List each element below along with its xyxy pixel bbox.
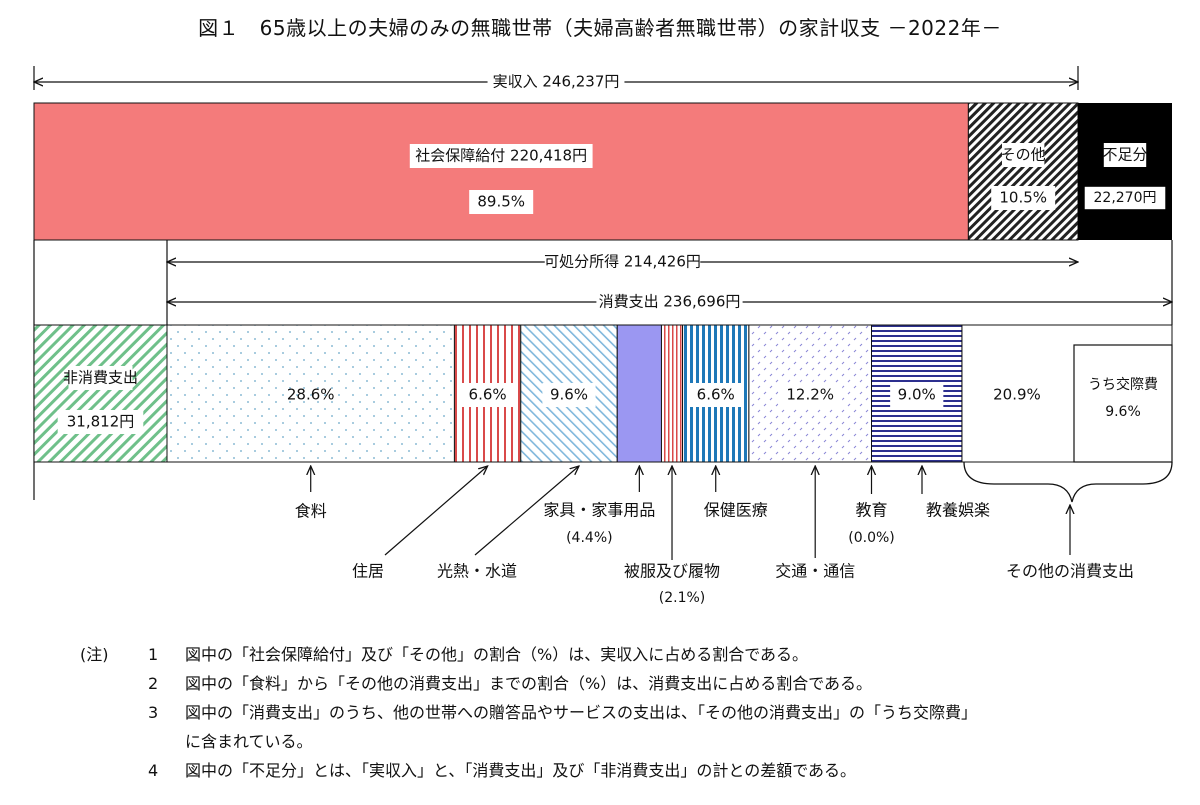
label-housing: 住居 (352, 562, 384, 581)
label-pct-other-consumption-bg (984, 383, 1049, 407)
label-furniture: 家具・家事用品 (543, 501, 655, 520)
bar-food (166, 324, 455, 463)
note-2: 2 図中の「食料」から「その他の消費支出」までの割合（%）は、消費支出に占める割… (80, 669, 977, 698)
label-transport: 交通・通信 (775, 562, 855, 581)
bar-furniture (616, 324, 662, 463)
bar-non-consumption (33, 324, 168, 463)
label-pct-other-consumption: 20.9% (993, 386, 1041, 404)
label-education-pct: (0.0%) (848, 530, 895, 546)
label-pct-transport-bg (778, 383, 843, 407)
label-pct-entertainment-bg (890, 383, 944, 407)
label-clothing-pct: (2.1%) (659, 590, 706, 606)
note-number: 2 (148, 674, 159, 693)
label-furniture-pct: (4.4%) (566, 530, 613, 546)
bar-clothing (660, 324, 684, 463)
disposable-label: 可処分所得 214,426円 (544, 253, 701, 271)
note-number: 4 (148, 761, 159, 780)
label-pct-housing: 6.6% (469, 386, 507, 404)
label-pct-food: 28.6% (287, 386, 335, 404)
label-non-consumption-value-bg (57, 410, 144, 434)
label-non-consumption-value: 31,812円 (67, 413, 135, 431)
note-number: 3 (148, 703, 159, 722)
label-other-income-bg (1001, 143, 1045, 167)
note-text: 図中の「社会保障給付」及び「その他」の割合（%）は、実収入に占める割合である。 (185, 645, 809, 664)
label-non-consumption-bg (68, 366, 133, 390)
consumption-label-bg (596, 291, 743, 313)
label-pct-health-bg (689, 383, 743, 407)
bar-other-income (967, 102, 1079, 241)
income-total-label-bg (487, 71, 625, 93)
label-other-income-pct: 10.5% (999, 189, 1047, 207)
disposable-label-bg (544, 251, 701, 273)
label-social-security-pct-bg (469, 190, 534, 214)
bar-shortfall (1078, 103, 1172, 240)
pointer-utilities (474, 466, 579, 556)
label-social-security-pct: 89.5% (477, 193, 525, 211)
label-pct-utilities: 9.6% (550, 386, 588, 404)
brace-other-consumption (963, 461, 1173, 503)
label-shortfall: 不足分 (1102, 146, 1147, 164)
note-1: (注) 1 図中の「社会保障給付」及び「その他」の割合（%）は、実収入に占める割… (80, 640, 977, 669)
label-food: 食料 (295, 502, 327, 521)
label-pct-utilities-bg (542, 383, 596, 407)
label-education: 教育 (855, 501, 887, 520)
label-shortfall-value: 22,270円 (1094, 190, 1157, 206)
label-other-income-pct-bg (991, 186, 1056, 210)
label-sub-pct: 9.6% (1105, 404, 1141, 420)
income-total-label: 実収入 246,237円 (493, 73, 620, 91)
label-social-security-bg (409, 144, 593, 168)
note-3-continued: に含まれている。 (185, 732, 313, 751)
consumption-label: 消費支出 236,696円 (599, 293, 741, 311)
label-other-consumption: その他の消費支出 (1006, 562, 1134, 581)
notes: (注) 1 図中の「社会保障給付」及び「その他」の割合（%）は、実収入に占める割… (80, 640, 977, 785)
label-pct-transport: 12.2% (786, 386, 834, 404)
chart-title: 図１ 65歳以上の夫婦のみの無職世帯（夫婦高齢者無職世帯）の家計収支 －2022… (198, 16, 1002, 40)
note-4: 4 図中の「不足分」とは、「実収入」と、「消費支出」及び「非消費支出」の計との差… (80, 756, 977, 785)
bar-entertainment-expenses-sub (1073, 344, 1173, 463)
notes-head: (注) (80, 645, 109, 664)
note-text: 図中の「食料」から「その他の消費支出」までの割合（%）は、消費支出に占める割合で… (185, 674, 873, 693)
label-pct-health: 6.6% (697, 386, 735, 404)
label-other-income: その他 (1001, 146, 1046, 164)
label-social-security: 社会保障給付 220,418円 (415, 147, 587, 165)
label-clothing: 被服及び履物 (624, 562, 720, 581)
bar-social-security (33, 102, 969, 241)
label-health: 保健医療 (704, 501, 768, 520)
note-text: 図中の「不足分」とは、「実収入」と、「消費支出」及び「非消費支出」の計との差額で… (185, 761, 857, 780)
note-3: 3 図中の「消費支出」のうち、他の世帯への贈答品やサービスの支出は、「その他の消… (80, 698, 977, 727)
label-shortfall-value-bg (1084, 186, 1166, 210)
label-non-consumption: 非消費支出 (63, 369, 138, 387)
note-text: 図中の「消費支出」のうち、他の世帯への贈答品やサービスの支出は、「その他の消費支… (185, 703, 978, 722)
label-pct-housing-bg (460, 383, 515, 407)
note-number: 1 (148, 645, 159, 664)
label-pct-entertainment: 9.0% (898, 386, 936, 404)
label-sub-name: うち交際費 (1088, 376, 1158, 393)
label-entertainment: 教養娯楽 (926, 501, 990, 520)
bar-utilities (520, 324, 618, 463)
label-shortfall-bg (1103, 143, 1147, 167)
pointer-housing (384, 466, 488, 556)
label-utilities: 光熱・水道 (437, 562, 517, 581)
